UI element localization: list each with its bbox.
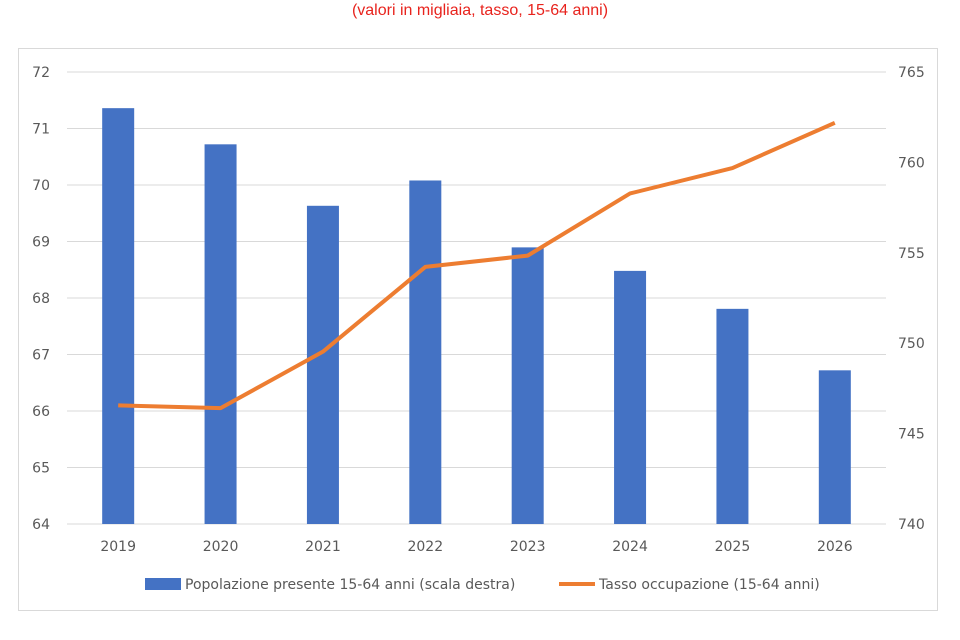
x-tick-label: 2021 bbox=[305, 539, 341, 555]
bar bbox=[306, 205, 339, 525]
x-tick-label: 2020 bbox=[203, 539, 239, 555]
left-axis-ticks: 72 71 70 69 68 67 66 65 64 bbox=[32, 65, 50, 533]
x-tick-label: 2019 bbox=[100, 539, 136, 555]
left-tick-label: 69 bbox=[32, 235, 50, 251]
legend-bar-swatch bbox=[145, 578, 181, 590]
combo-chart: 72 71 70 69 68 67 66 65 64 765 760 755 750 745 740 20… bbox=[32, 65, 925, 593]
bar bbox=[716, 308, 749, 524]
x-tick-label: 2025 bbox=[715, 539, 751, 555]
chart-subtitle: (valori in migliaia, tasso, 15-64 anni) bbox=[351, 2, 609, 19]
bar bbox=[818, 370, 851, 524]
chart-area: 72 71 70 69 68 67 66 65 64 765 760 755 750 745 740 20… bbox=[18, 48, 938, 611]
x-tick-label: 2023 bbox=[510, 539, 546, 555]
right-axis-ticks: 765 760 755 750 745 740 bbox=[898, 65, 925, 533]
right-tick-label: 745 bbox=[898, 427, 925, 443]
left-tick-label: 64 bbox=[32, 517, 50, 533]
line-series bbox=[118, 121, 836, 411]
left-tick-label: 71 bbox=[32, 122, 50, 138]
right-tick-label: 750 bbox=[898, 336, 925, 352]
left-tick-label: 65 bbox=[32, 461, 50, 477]
right-tick-label: 760 bbox=[898, 155, 925, 171]
right-tick-label: 740 bbox=[898, 517, 925, 533]
left-tick-label: 67 bbox=[32, 348, 50, 364]
x-tick-label: 2024 bbox=[612, 539, 648, 555]
legend-bar-label: Popolazione presente 15-64 anni (scala d… bbox=[185, 577, 515, 593]
bar bbox=[102, 108, 135, 524]
gridlines bbox=[67, 71, 886, 525]
bar bbox=[614, 270, 647, 524]
x-tick-label: 2022 bbox=[407, 539, 443, 555]
left-tick-label: 70 bbox=[32, 178, 50, 194]
right-tick-label: 765 bbox=[898, 65, 925, 81]
left-tick-label: 68 bbox=[32, 291, 50, 307]
bar-series bbox=[102, 108, 851, 525]
bar bbox=[409, 180, 442, 525]
x-axis-ticks: 2019 2020 2021 2022 2023 2024 2025 2026 bbox=[100, 539, 852, 555]
legend-line-label: Tasso occupazione (15-64 anni) bbox=[598, 577, 820, 593]
occupation-rate-line bbox=[118, 121, 836, 411]
left-tick-label: 72 bbox=[32, 65, 50, 81]
x-tick-label: 2026 bbox=[817, 539, 853, 555]
bar bbox=[204, 144, 237, 524]
legend: Popolazione presente 15-64 anni (scala d… bbox=[145, 577, 820, 593]
right-tick-label: 755 bbox=[898, 246, 925, 262]
bar bbox=[511, 247, 544, 524]
left-tick-label: 66 bbox=[32, 404, 50, 420]
